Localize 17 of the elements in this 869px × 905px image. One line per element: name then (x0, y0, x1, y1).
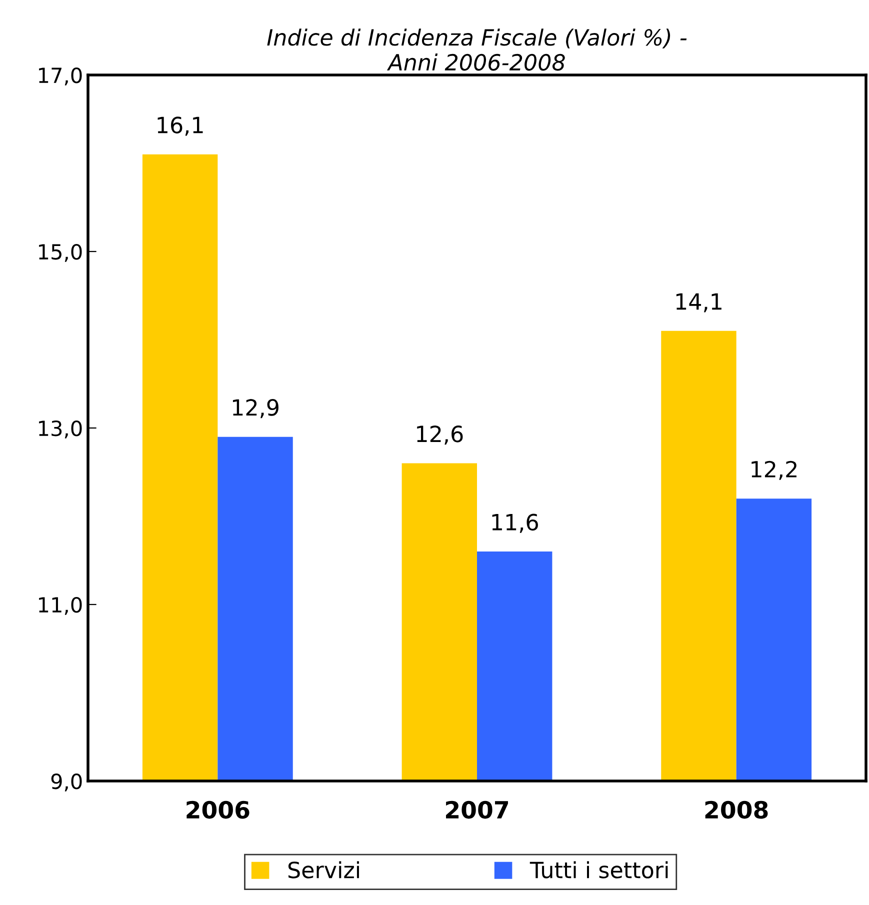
chart-title: Indice di Incidenza Fiscale (Valori %) - Anni 2006-2008 (267, 28, 687, 71)
x-tick-label: 2006 (186, 800, 250, 819)
y-tick-label: 11,0 (39, 596, 82, 615)
data-label: 14,1 (676, 293, 722, 312)
legend-label: Tutti i settori (530, 861, 668, 878)
legend-label: Servizi (288, 861, 359, 878)
data-label: 11,6 (492, 514, 538, 533)
data-label: 16,1 (158, 116, 203, 136)
y-tick-label: 15,0 (39, 244, 82, 262)
data-label: 12,9 (232, 399, 278, 418)
y-tick-label: 13,0 (39, 420, 82, 438)
x-tick-label: 2007 (446, 800, 508, 819)
x-tick-label: 2008 (705, 800, 768, 819)
y-tick-label: 9,0 (51, 773, 82, 792)
data-label: 12,2 (752, 460, 796, 480)
data-label: 12,6 (417, 426, 463, 445)
y-tick-label: 17,0 (39, 67, 82, 86)
